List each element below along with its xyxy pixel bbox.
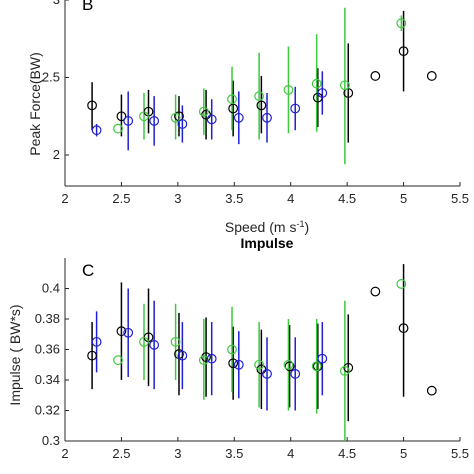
blue-data-point: [149, 115, 160, 126]
y-tick-label: 0.36: [35, 342, 60, 357]
y-tick-label: 0.34: [35, 372, 60, 387]
y-tick-label: 0.4: [42, 281, 60, 296]
x-tick-label: 2: [61, 191, 68, 206]
chart-title: Impulse: [241, 235, 294, 251]
green-data-point: [396, 279, 407, 289]
black-data-point: [87, 100, 97, 111]
y-tick-label: 3: [53, 0, 60, 7]
x-tick-label: 5: [400, 191, 407, 206]
black-data-point: [228, 103, 239, 114]
green-data-point: [283, 84, 294, 95]
black-data-point: [228, 358, 239, 369]
y-tick-label: 2: [53, 147, 60, 162]
green-data-point: [227, 344, 237, 355]
blue-data-point: [91, 336, 102, 347]
x-tick-label: 3.5: [225, 191, 243, 206]
blue-data-point: [149, 340, 160, 350]
green-data-point: [254, 359, 265, 370]
black-data-point: [370, 286, 381, 297]
black-data-point: [116, 326, 127, 337]
green-data-point: [396, 18, 407, 29]
blue-data-point: [290, 103, 301, 114]
green-data-point: [198, 106, 209, 117]
x-tick-label: 5.5: [451, 446, 469, 461]
blue-data-point: [290, 369, 301, 379]
green-data-point: [113, 123, 123, 134]
x-tick-label: 3.5: [225, 446, 243, 461]
y-axis-label: Peak Force(BW): [27, 52, 43, 155]
x-tick-label: 2.5: [112, 446, 130, 461]
x-axis-label-superscript: -1: [296, 219, 304, 229]
blue-data-point: [317, 353, 328, 364]
black-data-point: [343, 362, 354, 373]
green-data-point: [113, 355, 123, 366]
black-data-point: [426, 385, 437, 396]
black-data-point: [426, 71, 437, 81]
x-tick-label: 3: [174, 446, 181, 461]
blue-data-point: [206, 114, 217, 125]
green-data-point: [170, 336, 181, 347]
blue-data-point: [91, 125, 102, 136]
black-data-point: [201, 352, 211, 363]
black-data-point: [398, 323, 409, 334]
black-data-point: [284, 361, 295, 372]
blue-data-point: [123, 327, 134, 338]
black-data-point: [116, 111, 127, 122]
black-data-point: [398, 46, 409, 57]
blue-data-point: [233, 112, 244, 123]
y-tick-label: 2.5: [42, 70, 60, 85]
y-tick-label: 0.38: [35, 311, 60, 326]
green-data-point: [339, 80, 350, 91]
blue-data-point: [206, 353, 217, 364]
x-tick-label: 2: [61, 446, 68, 461]
green-data-point: [139, 111, 149, 122]
green-data-point: [311, 361, 322, 372]
blue-data-point: [262, 369, 272, 379]
x-tick-label: 5.5: [451, 191, 469, 206]
x-tick-label: 3: [174, 191, 181, 206]
y-tick-label: 0.32: [35, 403, 60, 418]
x-axis-label-text: Speed (m s: [225, 219, 297, 235]
black-data-point: [87, 350, 97, 361]
x-axis-label-close: ): [304, 219, 309, 235]
green-data-point: [227, 94, 237, 105]
x-axis-label: Speed (m s-1): [225, 219, 309, 235]
panel-peak-force: B Peak Force(BW) Speed (m s-1) 2 2.5 3 3.5 4…: [27, 0, 469, 235]
blue-data-point: [123, 115, 134, 126]
y-tick-label: 0.3: [42, 433, 60, 448]
y-axis-label: Impulse ( BW*s): [7, 304, 23, 405]
black-data-point: [370, 71, 381, 81]
blue-data-point: [262, 112, 272, 123]
x-tick-label: 4: [287, 191, 294, 206]
panel-label: B: [82, 0, 93, 14]
green-data-point: [311, 78, 322, 89]
panel-label: C: [82, 261, 94, 280]
green-data-point: [283, 359, 294, 370]
green-data-point: [339, 365, 350, 376]
x-tick-label: 4.5: [338, 446, 356, 461]
green-data-point: [254, 91, 265, 101]
green-data-point: [170, 112, 181, 123]
x-tick-label: 5: [400, 446, 407, 461]
blue-data-point: [317, 88, 328, 98]
green-data-point: [139, 336, 149, 347]
x-tick-label: 4: [287, 446, 294, 461]
x-tick-label: 4.5: [338, 191, 356, 206]
blue-data-point: [233, 359, 244, 370]
blue-data-point: [177, 350, 188, 361]
blue-data-point: [177, 119, 188, 129]
x-tick-label: 2.5: [112, 191, 130, 206]
panel-impulse: Impulse C Impulse ( BW*s) 2 2.5 3 3.5 4 4.5 5 5…: [7, 235, 469, 461]
black-data-point: [256, 100, 267, 111]
